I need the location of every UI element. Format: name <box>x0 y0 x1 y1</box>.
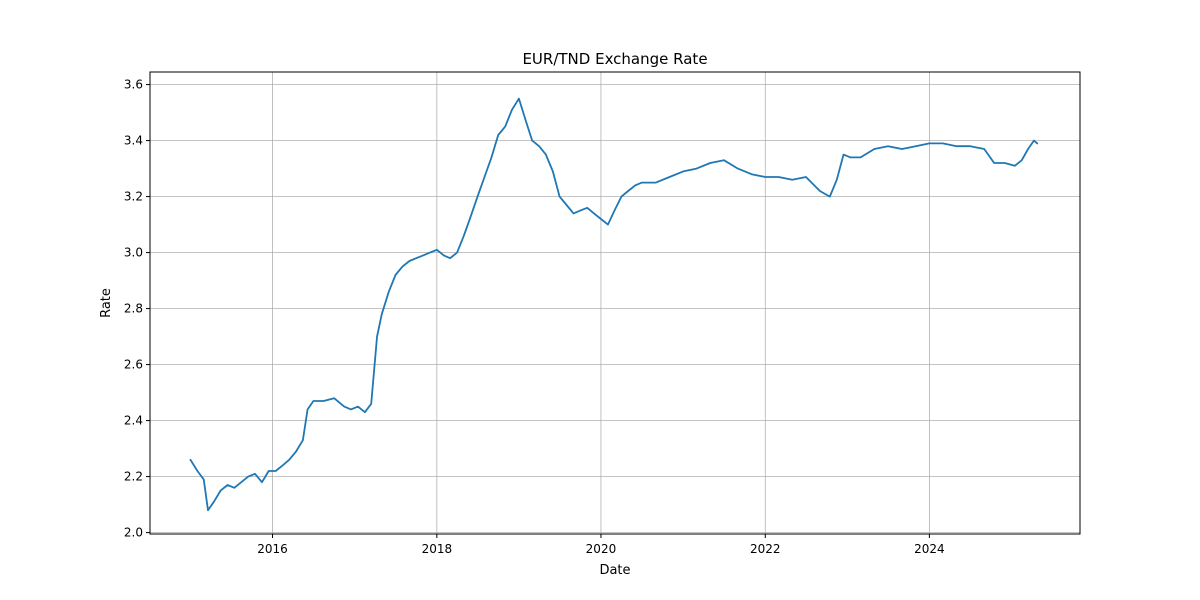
y-tick-label: 2.6 <box>124 358 143 372</box>
series-layer <box>189 97 1039 512</box>
y-tick-label: 2.4 <box>124 414 143 428</box>
y-tick-label: 3.2 <box>124 190 143 204</box>
y-axis-label: Rate <box>99 288 114 318</box>
ticks: 2.0 2.2 2.4 2.6 2.8 3.0 3.2 3.4 3.6 2016 2018 2020 2… <box>124 78 945 556</box>
x-tick-label: 2016 <box>257 542 288 556</box>
series-line-0 <box>189 97 1039 512</box>
y-tick-label: 2.0 <box>124 526 143 540</box>
y-tick-label: 3.6 <box>124 78 143 92</box>
plot-frame <box>149 71 1081 535</box>
chart-title: EUR/TND Exchange Rate <box>522 50 707 68</box>
y-tick-label: 3.0 <box>124 246 143 260</box>
x-axis-label: Date <box>599 563 630 578</box>
y-tick-label: 3.4 <box>124 134 143 148</box>
x-tick-label: 2024 <box>914 542 945 556</box>
y-tick-label: 2.8 <box>124 302 143 316</box>
x-tick-label: 2018 <box>422 542 453 556</box>
y-tick-label: 2.2 <box>124 470 143 484</box>
x-tick-label: 2020 <box>586 542 617 556</box>
x-tick-label: 2022 <box>750 542 781 556</box>
